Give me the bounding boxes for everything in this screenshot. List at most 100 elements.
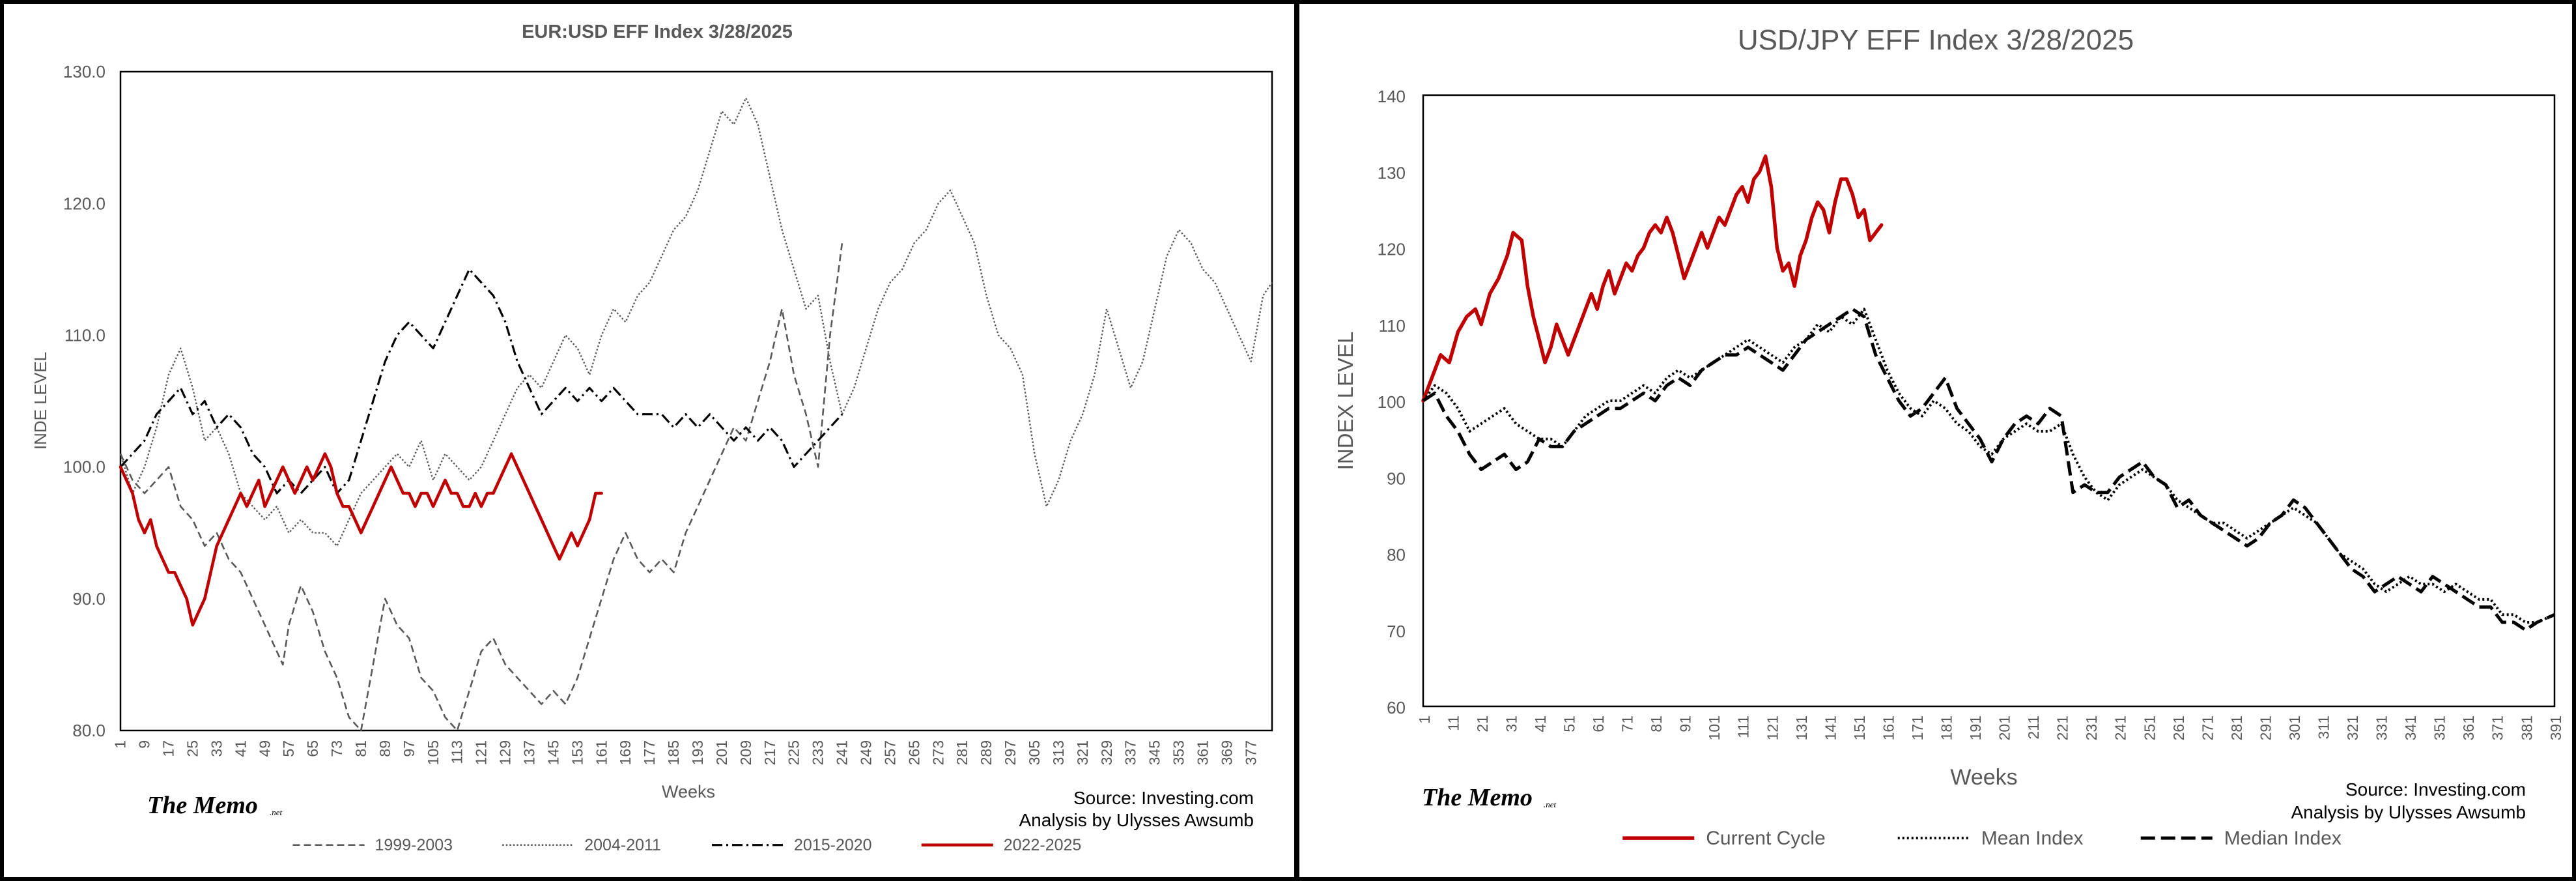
usdjpy-series-line-mean-index — [1422, 308, 2555, 624]
usdjpy-x-tick-label: 221 — [2054, 715, 2071, 740]
eurusd-x-ticks: 1 9 17 25 33 41 49 57 65 73 81 89 97 105 113 121 129 137 1… — [112, 740, 1260, 765]
usdjpy-x-axis-title: Weeks — [1950, 765, 2017, 790]
usdjpy-brand-suffix: .net — [1544, 800, 1557, 809]
usdjpy-x-tick-label: 71 — [1619, 715, 1636, 732]
usdjpy-x-tick-label: 391 — [2547, 715, 2564, 740]
usdjpy-y-tick-label: 60 — [1387, 698, 1406, 717]
usdjpy-x-tick-label: 271 — [2199, 715, 2216, 740]
eurusd-x-tick-label: 313 — [1050, 740, 1067, 765]
eurusd-x-tick-label: 121 — [473, 740, 490, 765]
eurusd-x-tick-label: 265 — [905, 740, 922, 765]
eurusd-x-tick-label: 337 — [1122, 740, 1139, 765]
eurusd-x-tick-label: 153 — [569, 740, 586, 765]
usdjpy-x-tick-label: 11 — [1445, 715, 1462, 731]
usdjpy-x-tick-label: 291 — [2257, 715, 2274, 740]
usdjpy-x-tick-label: 301 — [2286, 715, 2303, 740]
usdjpy-x-tick-label: 351 — [2431, 715, 2448, 740]
eurusd-y-tick-label: 110.0 — [64, 326, 106, 345]
usdjpy-x-tick-label: 191 — [1967, 715, 1984, 740]
usdjpy-x-tick-label: 361 — [2460, 715, 2477, 740]
usdjpy-x-tick-label: 141 — [1822, 715, 1839, 740]
eurusd-legend-label: 2015-2020 — [794, 836, 872, 854]
eurusd-y-axis-title: INDE LEVEL — [31, 352, 50, 450]
eurusd-x-tick-label: 289 — [978, 740, 995, 765]
eurusd-x-tick-label: 377 — [1242, 740, 1259, 765]
usdjpy-x-ticks: 1 11 21 31 41 51 61 71 81 91 101 111 121 131 141 151 161… — [1416, 715, 2564, 740]
eurusd-x-tick-label: 105 — [425, 740, 442, 765]
usdjpy-panel-frame — [1295, 0, 2576, 881]
usdjpy-source-note: Source: Investing.com — [2345, 779, 2526, 800]
usdjpy-x-tick-label: 161 — [1880, 715, 1897, 740]
usdjpy-x-tick-label: 151 — [1851, 715, 1868, 740]
eurusd-x-tick-label: 81 — [352, 740, 369, 757]
eurusd-y-tick-label: 80.0 — [72, 721, 106, 740]
usdjpy-x-tick-label: 101 — [1706, 715, 1723, 740]
usdjpy-x-tick-label: 311 — [2315, 715, 2332, 740]
eurusd-y-tick-label: 90.0 — [72, 589, 106, 609]
usdjpy-y-tick-label: 120 — [1378, 240, 1406, 259]
eurusd-series-line-2022-2025 — [119, 452, 603, 627]
eurusd-x-tick-label: 137 — [521, 740, 538, 765]
usdjpy-x-tick-label: 371 — [2489, 715, 2506, 740]
usdjpy-y-tick-label: 100 — [1378, 392, 1406, 412]
eurusd-brand-suffix: .net — [270, 807, 283, 817]
usdjpy-y-tick-label: 90 — [1387, 469, 1406, 488]
eurusd-x-tick-label: 17 — [160, 740, 177, 757]
usdjpy-legend-item: Current Cycle — [1622, 828, 1826, 849]
eurusd-x-tick-label: 297 — [1002, 740, 1019, 765]
eurusd-x-tick-label: 41 — [232, 740, 249, 757]
eurusd-legend-label: 1999-2003 — [375, 836, 453, 854]
eurusd-x-tick-label: 129 — [497, 740, 514, 765]
eurusd-x-tick-label: 1 — [112, 740, 129, 749]
eurusd-legend-label: 2004-2011 — [584, 836, 661, 854]
usdjpy-x-tick-label: 91 — [1677, 715, 1694, 732]
eurusd-series-line-1999-2003 — [119, 242, 843, 732]
usdjpy-x-tick-label: 41 — [1532, 715, 1549, 732]
eurusd-chart-title: EUR:USD EFF Index 3/28/2025 — [522, 22, 793, 42]
eurusd-x-tick-label: 217 — [761, 740, 778, 765]
eurusd-y-ticks: 80.0 90.0 100.0 110.0 120.0 130.0 — [63, 62, 106, 740]
eurusd-x-tick-label: 305 — [1026, 740, 1043, 765]
usdjpy-x-tick-label: 31 — [1503, 715, 1520, 732]
eurusd-x-tick-label: 185 — [665, 740, 682, 765]
usdjpy-x-tick-label: 281 — [2228, 715, 2245, 740]
eurusd-x-tick-label: 33 — [208, 740, 225, 757]
eurusd-legend-item: 2015-2020 — [712, 836, 872, 854]
eurusd-series-line-2004-2011 — [119, 97, 1273, 547]
eurusd-x-tick-label: 57 — [280, 740, 297, 757]
eurusd-x-tick-label: 169 — [617, 740, 634, 765]
eurusd-x-tick-label: 321 — [1074, 740, 1091, 765]
usdjpy-x-tick-label: 61 — [1590, 715, 1607, 732]
eurusd-y-tick-label: 130.0 — [63, 62, 106, 81]
eurusd-x-tick-label: 257 — [881, 740, 898, 765]
eurusd-x-tick-label: 113 — [449, 740, 466, 764]
usdjpy-x-tick-label: 341 — [2402, 715, 2419, 740]
usdjpy-chart: USD/JPY EFF Index 3/28/2025 60 70 80 90 100 1… — [1333, 24, 2564, 849]
eurusd-x-tick-label: 9 — [136, 740, 153, 749]
usdjpy-x-tick-label: 231 — [2083, 715, 2100, 740]
usdjpy-x-tick-label: 171 — [1909, 715, 1926, 740]
eurusd-x-tick-label: 193 — [689, 740, 706, 765]
eurusd-x-tick-label: 273 — [929, 740, 946, 765]
usdjpy-y-tick-label: 70 — [1387, 622, 1406, 641]
eurusd-x-tick-label: 345 — [1146, 740, 1163, 765]
eurusd-x-tick-label: 89 — [376, 740, 393, 757]
usdjpy-y-ticks: 60 70 80 90 100 110 120 130 140 — [1378, 87, 1406, 717]
usdjpy-series-line-median-index — [1422, 307, 2556, 632]
eurusd-x-tick-label: 225 — [786, 740, 802, 765]
eurusd-legend-item: 1999-2003 — [292, 836, 453, 854]
eurusd-x-tick-label: 73 — [328, 740, 345, 757]
usdjpy-brand-logo: The Memo — [1422, 784, 1533, 811]
usdjpy-x-tick-label: 201 — [1996, 715, 2013, 740]
eurusd-x-tick-label: 281 — [954, 740, 970, 765]
usdjpy-legend-item: Mean Index — [1897, 828, 2084, 849]
usdjpy-legend-item: Median Index — [2140, 828, 2342, 849]
eurusd-x-tick-label: 241 — [834, 740, 851, 765]
eurusd-series-line-2015-2020 — [119, 268, 843, 495]
usdjpy-x-tick-label: 251 — [2141, 715, 2158, 740]
usdjpy-x-tick-label: 121 — [1764, 715, 1781, 740]
usdjpy-x-tick-label: 1 — [1416, 715, 1433, 724]
eurusd-legend-item: 2004-2011 — [502, 836, 661, 854]
eurusd-x-tick-label: 65 — [304, 740, 321, 757]
